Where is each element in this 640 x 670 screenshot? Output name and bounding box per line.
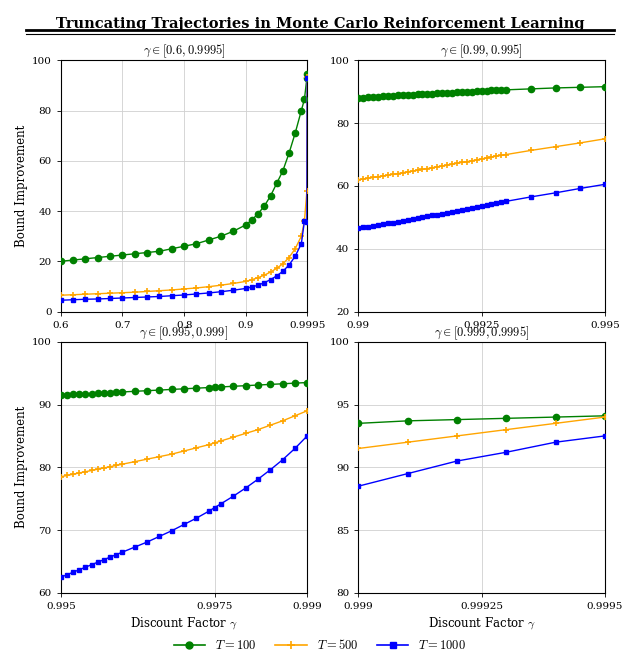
Title: $\gamma \in [0.6, 0.9995]$: $\gamma \in [0.6, 0.9995]$ — [143, 43, 225, 60]
Title: $\gamma \in [0.999, 0.9995]$: $\gamma \in [0.999, 0.9995]$ — [434, 324, 529, 342]
Legend: $T = 100$, $T = 500$, $T = 1000$: $T = 100$, $T = 500$, $T = 1000$ — [169, 633, 471, 657]
Title: $\gamma \in [0.99, 0.995]$: $\gamma \in [0.99, 0.995]$ — [440, 43, 523, 60]
Y-axis label: Bound Improvement: Bound Improvement — [15, 125, 28, 247]
Title: $\gamma \in [0.995, 0.999]$: $\gamma \in [0.995, 0.999]$ — [140, 324, 228, 342]
X-axis label: Discount Factor $\gamma$: Discount Factor $\gamma$ — [428, 615, 536, 631]
Y-axis label: Bound Improvement: Bound Improvement — [15, 406, 28, 529]
Text: Truncating Trajectories in Monte Carlo Reinforcement Learning: Truncating Trajectories in Monte Carlo R… — [56, 17, 584, 31]
X-axis label: Discount Factor $\gamma$: Discount Factor $\gamma$ — [130, 615, 238, 631]
